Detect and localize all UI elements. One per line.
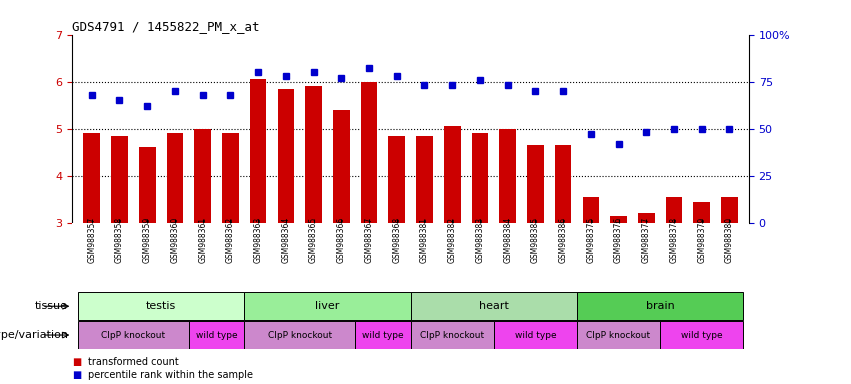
Text: wild type: wild type xyxy=(681,331,722,339)
Text: GDS4791 / 1455822_PM_x_at: GDS4791 / 1455822_PM_x_at xyxy=(72,20,260,33)
Bar xyxy=(167,133,183,223)
Bar xyxy=(139,147,156,223)
Bar xyxy=(277,89,294,223)
Bar xyxy=(244,293,410,320)
Text: genotype/variation: genotype/variation xyxy=(0,330,68,340)
Bar xyxy=(250,79,266,223)
Bar xyxy=(610,216,627,223)
Bar xyxy=(194,129,211,223)
Bar xyxy=(444,126,460,223)
Bar xyxy=(555,145,571,223)
Bar xyxy=(638,214,654,223)
Text: ClpP knockout: ClpP knockout xyxy=(101,331,165,339)
Text: wild type: wild type xyxy=(196,331,237,339)
Bar xyxy=(694,202,710,223)
Bar xyxy=(111,136,128,223)
Bar xyxy=(721,197,738,223)
Text: ClpP knockout: ClpP knockout xyxy=(267,331,332,339)
Bar xyxy=(527,145,544,223)
Bar xyxy=(500,129,516,223)
Bar xyxy=(189,321,244,349)
Bar xyxy=(244,321,355,349)
Text: liver: liver xyxy=(315,301,340,311)
Bar xyxy=(583,197,599,223)
Bar xyxy=(577,321,660,349)
Text: wild type: wild type xyxy=(362,331,403,339)
Bar xyxy=(388,136,405,223)
Text: percentile rank within the sample: percentile rank within the sample xyxy=(88,370,253,381)
Bar xyxy=(471,133,488,223)
Text: ClpP knockout: ClpP knockout xyxy=(586,331,651,339)
Bar xyxy=(78,321,189,349)
Text: wild type: wild type xyxy=(515,331,557,339)
Bar xyxy=(306,86,322,223)
Text: heart: heart xyxy=(479,301,509,311)
Text: tissue: tissue xyxy=(35,301,68,311)
Bar xyxy=(665,197,683,223)
Bar xyxy=(333,110,350,223)
Bar xyxy=(577,293,743,320)
Text: ■: ■ xyxy=(72,370,82,381)
Text: transformed count: transformed count xyxy=(88,356,179,367)
Text: brain: brain xyxy=(646,301,675,311)
Bar xyxy=(410,321,494,349)
Bar xyxy=(83,133,100,223)
Text: ■: ■ xyxy=(72,356,82,367)
Bar xyxy=(416,136,433,223)
Text: ClpP knockout: ClpP knockout xyxy=(420,331,484,339)
Bar xyxy=(78,293,244,320)
Bar xyxy=(222,133,238,223)
Text: testis: testis xyxy=(146,301,176,311)
Bar xyxy=(660,321,743,349)
Bar xyxy=(410,293,577,320)
Bar xyxy=(494,321,577,349)
Bar xyxy=(355,321,410,349)
Bar xyxy=(361,82,377,223)
